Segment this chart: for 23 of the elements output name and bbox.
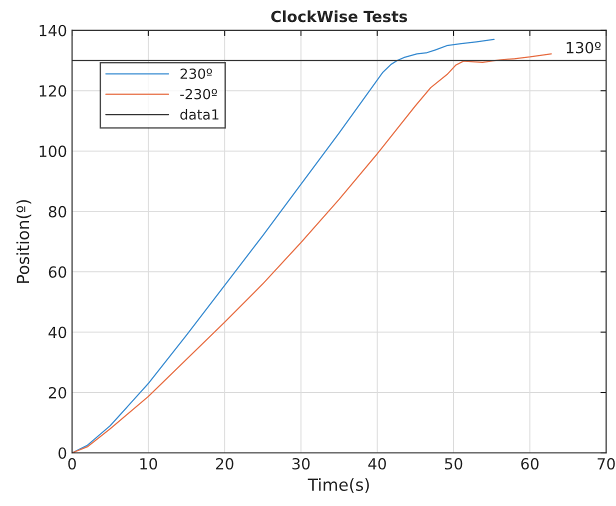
y-tick-label: 120 <box>40 85 66 97</box>
x-tick-label: 0 <box>68 458 76 470</box>
y-tick-label: 80 <box>48 206 66 218</box>
x-tick-label: 20 <box>216 458 234 470</box>
y-tick-label: 0 <box>58 447 66 459</box>
y-tick-label: 20 <box>48 386 66 399</box>
x-tick-label: 30 <box>292 458 310 470</box>
x-axis-title: Time(s) <box>308 478 369 493</box>
annotation: 130º <box>566 42 601 54</box>
x-tick-label: 70 <box>598 458 615 470</box>
x-tick-label: 60 <box>521 458 539 470</box>
y-tick-label: 100 <box>40 146 66 158</box>
x-tick-label: 40 <box>368 458 386 470</box>
x-tick-label: 10 <box>140 458 158 470</box>
y-axis-title: Position(º) <box>16 200 32 283</box>
legend-label: -230º <box>180 88 217 100</box>
y-tick-label: 40 <box>48 326 66 338</box>
x-tick-label: 50 <box>445 458 462 470</box>
y-tick-label: 60 <box>48 266 66 278</box>
legend-label: 230º <box>180 68 212 79</box>
y-tick-label: 140 <box>40 24 66 36</box>
legend-label: data1 <box>180 108 218 120</box>
chart-title: ClockWise Tests <box>271 10 408 22</box>
